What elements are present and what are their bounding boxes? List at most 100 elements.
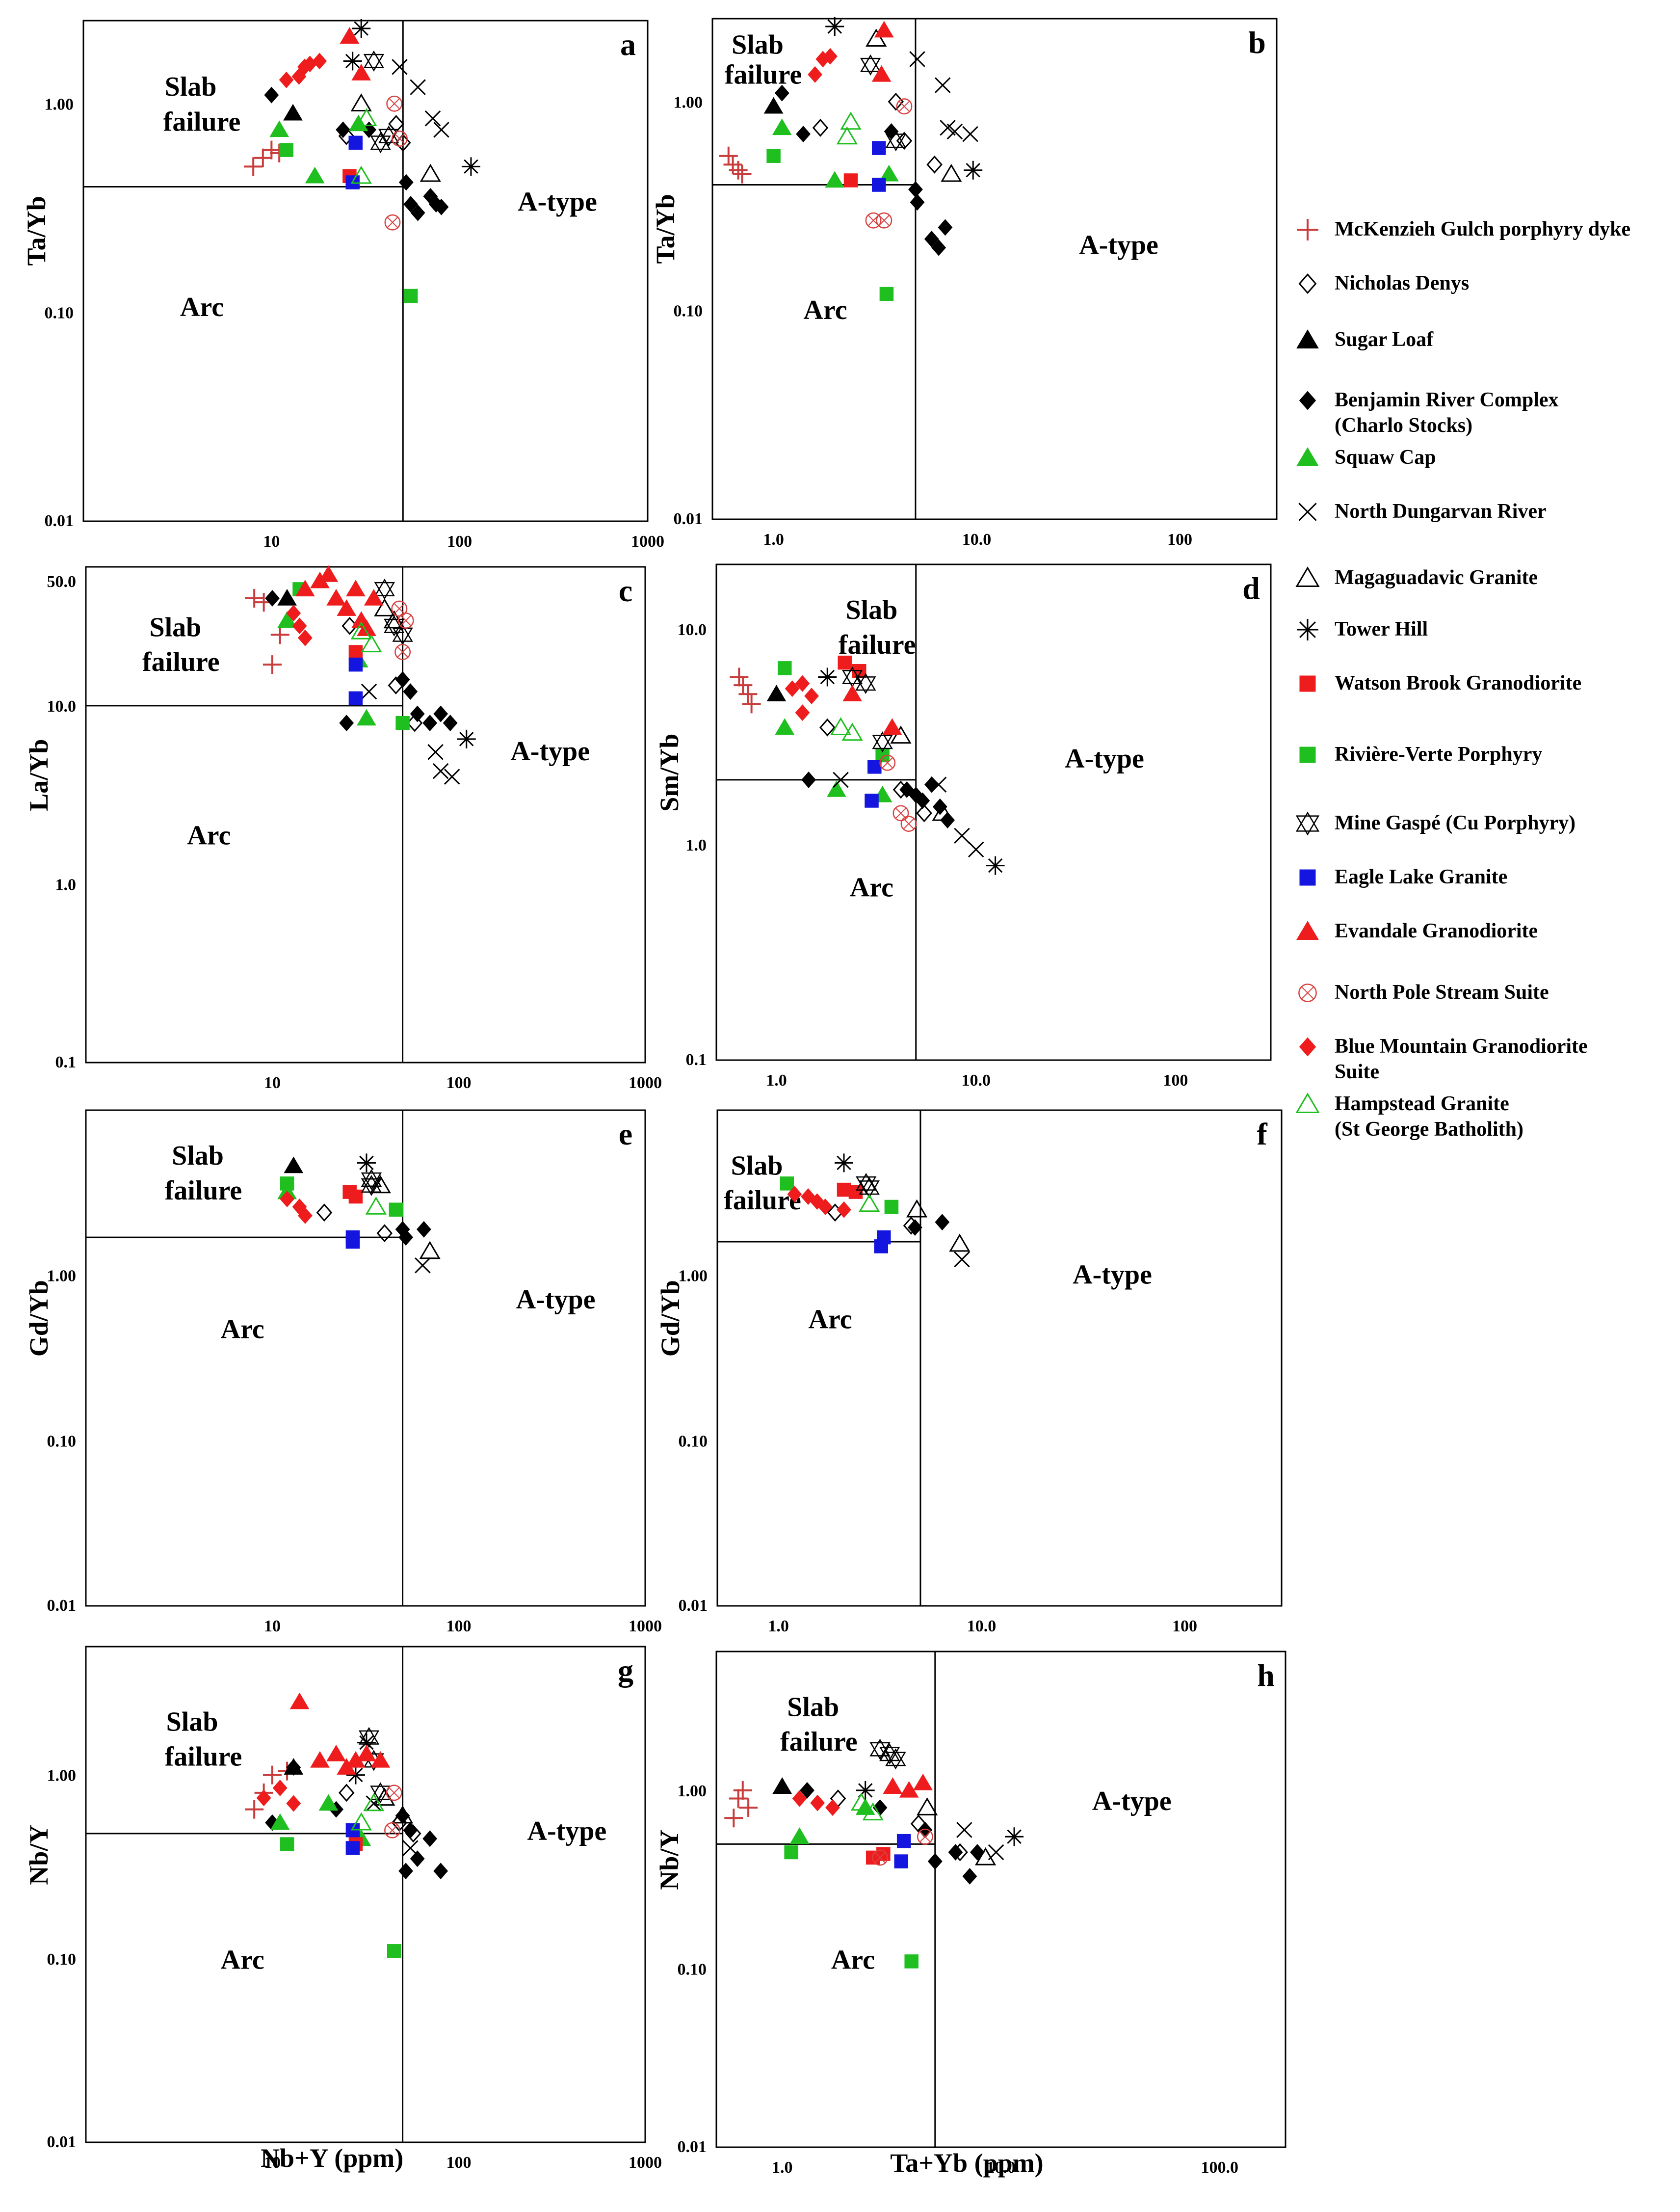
data-point-nps [384,214,401,231]
region-label-atype: A-type [1065,744,1144,774]
data-point-ndr [415,1257,431,1274]
data-point-br [398,174,414,191]
data-point-br [410,204,425,221]
legend-item-ev: Evandale Granodiorite [1296,920,1538,942]
data-point-mck [734,676,753,695]
legend-item-mgc: Mine Gaspé (Cu Porphyry) [1295,811,1575,836]
data-point-ndr [392,59,408,75]
data-point-nps [386,1785,402,1801]
data-point-el [894,1854,908,1868]
data-point-th [964,160,983,180]
data-point-ev [295,580,315,597]
data-point-th [352,19,371,38]
data-point-br [433,705,448,722]
data-point-el [871,141,886,155]
x-tick-label: 10.0 [962,531,992,549]
data-point-el [348,135,363,150]
region-label-arc: Arc [180,292,224,322]
legend-label: Nicholas Denys [1335,272,1469,294]
x-tick-label: 1000 [629,1617,662,1635]
x-tick-label: 10 [264,2154,281,2172]
data-point-sc [879,164,899,182]
data-point-br [948,1844,963,1861]
panel-letter: f [1257,1117,1267,1151]
data-point-br [403,1822,418,1839]
data-point-hg [350,621,372,640]
data-point-bm [297,1207,313,1224]
data-point-nps [397,612,414,629]
panel-h: 1.0 10.0 100.0 1.00 0.10 0.01 Nb/Y Ta+Yb (ppm) h… [655,1651,1286,2178]
y-axis-title: Nb/Y [24,1825,53,1885]
data-point-mg [419,1241,441,1259]
data-point-br [416,1221,431,1238]
data-point-ndr [954,1251,970,1268]
data-point-ev [913,1773,933,1790]
data-point-rv [389,1202,403,1217]
data-point-ndr [909,51,925,67]
legend-label: Eagle Lake Granite [1335,866,1507,888]
data-point-sl [766,685,787,702]
region-label-arc: Arc [187,821,231,851]
data-point-br [422,1830,438,1847]
data-point-nps [876,212,892,229]
plot-frame [82,20,649,522]
data-point-br [398,1229,413,1246]
region-label-failure: failure [165,1741,242,1772]
data-point-bm [795,704,810,721]
data-point-br [395,671,410,688]
data-point-wb [348,1189,363,1204]
data-point-br [410,705,425,722]
data-point-mg [941,163,962,182]
x-tick-label: 10 [264,1074,281,1092]
data-point-nd [376,1224,393,1243]
panel-letter: a [620,27,636,62]
data-point-nd [926,155,943,174]
legend-marker-hg [1295,1093,1320,1113]
y-tick-label: 0.01 [679,1597,708,1615]
data-points [780,1153,971,1268]
data-point-ev [357,1744,376,1761]
data-point-ev [882,718,902,735]
data-point-mck [733,164,752,184]
data-point-bm [810,1794,825,1812]
y-tick-label: 1.0 [686,836,707,854]
data-point-ev [326,1744,346,1761]
y-tick-label: 0.1 [55,1053,77,1071]
plot-frame [715,563,1272,1061]
data-point-ndr [444,769,460,785]
data-point-ev [310,1751,330,1768]
plot-frame [711,18,1278,520]
legend-marker-rv [1299,746,1316,763]
data-point-el [896,1834,911,1848]
region-label-failure: failure [165,1175,242,1206]
plot-frame [85,1646,646,2143]
data-point-mgc [363,50,385,72]
plot-frame [715,1651,1286,2148]
data-point-hg [850,1792,872,1811]
data-point-br [264,86,279,104]
data-point-th [457,729,476,748]
data-point-th [461,157,480,176]
y-tick-label: 0.01 [674,510,703,528]
data-point-br [970,1844,985,1861]
data-point-br [935,1214,950,1231]
y-axis-title: Nb/Y [655,1830,684,1890]
data-point-rv [766,149,781,163]
data-point-br [927,1853,943,1870]
legend-item-el: Eagle Lake Granite [1299,866,1507,888]
data-point-mg [420,163,441,182]
legend-item-bm: Blue Mountain Granodiorite Suite [1299,1035,1588,1083]
data-point-rv [387,1944,401,1958]
panel-letter: b [1248,25,1266,60]
data-point-th [856,1781,875,1800]
data-point-rv [879,287,894,301]
data-point-ev [357,619,376,636]
data-point-nd [916,804,932,823]
data-point-br [434,198,449,215]
y-tick-label: 50.0 [47,573,77,591]
data-point-bm [292,617,307,635]
data-point-br [336,121,350,138]
legend-marker-wb [1299,675,1316,692]
data-point-ndr [968,841,984,858]
data-point-ndr [934,77,951,93]
